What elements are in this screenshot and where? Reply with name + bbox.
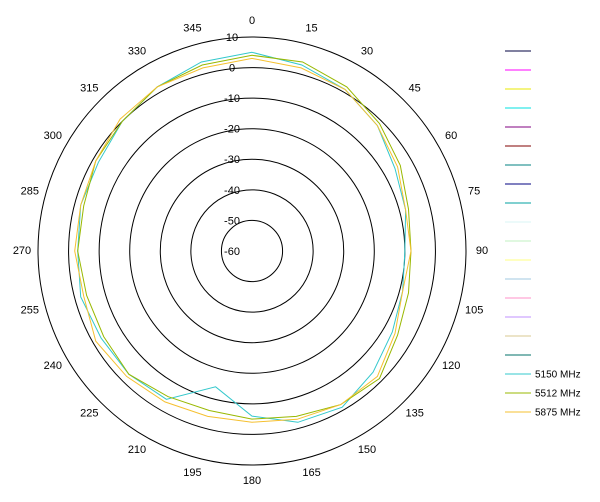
angle-tick-label: 120 [442, 360, 460, 372]
angle-tick-label: 345 [183, 23, 201, 35]
angle-tick-label: 315 [80, 82, 98, 94]
legend-label: 5512 MHz [535, 389, 581, 400]
series-line [74, 57, 412, 423]
angle-tick-label: 330 [128, 46, 146, 58]
grid-ring [68, 67, 436, 435]
angle-tick-label: 0 [249, 15, 255, 27]
angle-tick-label: 300 [44, 130, 62, 142]
angle-tick-label: 105 [465, 304, 483, 316]
angle-tick-label: 210 [128, 444, 146, 456]
angle-tick-label: 60 [445, 130, 457, 142]
legend-label: 5875 MHz [535, 408, 581, 419]
grid-ring [129, 128, 375, 374]
angle-tick-label: 225 [80, 408, 98, 420]
radial-tick-label: -40 [224, 185, 240, 197]
radial-tick-label: -10 [224, 93, 240, 105]
radial-tick-label: 10 [226, 32, 238, 44]
radial-tick-label: 0 [229, 62, 235, 74]
angle-tick-label: 90 [476, 245, 488, 257]
grid-ring [98, 97, 406, 405]
radial-tick-label: -20 [224, 124, 240, 136]
grid-ring [159, 158, 345, 344]
angle-tick-label: 270 [13, 245, 31, 257]
angle-tick-label: 135 [405, 408, 423, 420]
grid-ring [37, 36, 467, 466]
legend-label: 5150 MHz [535, 370, 581, 381]
angle-tick-label: 45 [409, 82, 421, 94]
angle-tick-label: 15 [305, 23, 317, 35]
grid-ring [220, 219, 284, 283]
angle-tick-label: 240 [44, 360, 62, 372]
angle-tick-label: 75 [468, 185, 480, 197]
angle-tick-label: 255 [21, 304, 39, 316]
angle-tick-label: 285 [21, 185, 39, 197]
radial-tick-label: -50 [224, 215, 240, 227]
series-line [77, 51, 407, 423]
angle-tick-label: 195 [183, 467, 201, 479]
angle-tick-label: 30 [361, 46, 373, 58]
radial-tick-label: -30 [224, 154, 240, 166]
grid-ring [190, 189, 314, 313]
angle-tick-label: 150 [358, 444, 376, 456]
angle-tick-label: 180 [243, 475, 261, 487]
angle-tick-label: 165 [302, 467, 320, 479]
series-line [77, 54, 412, 420]
radial-tick-label: -60 [224, 246, 240, 258]
